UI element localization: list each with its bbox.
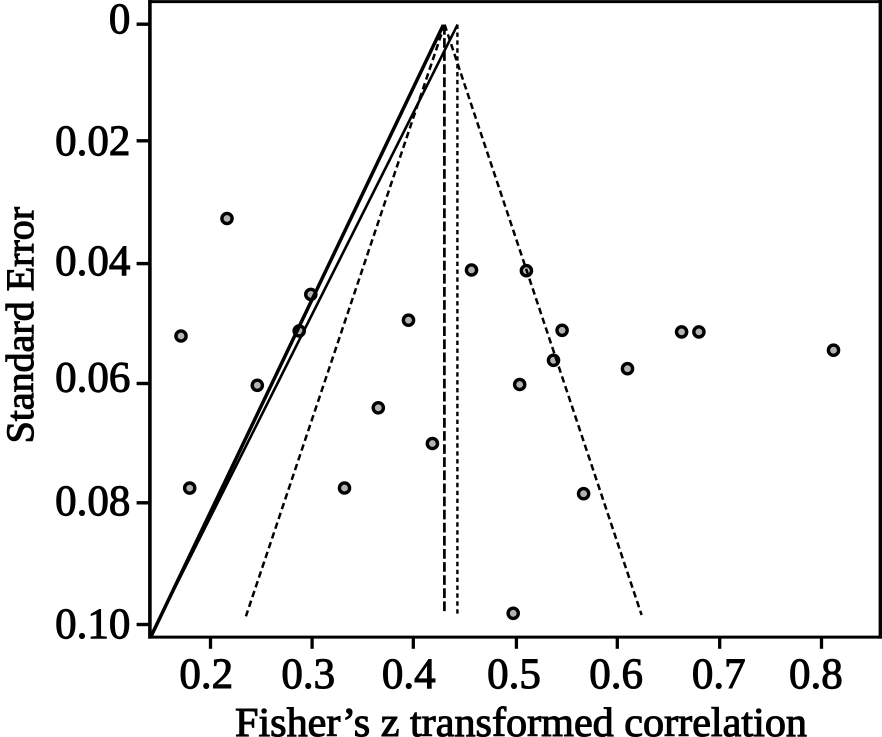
svg-text:Fisher’s z transformed correla: Fisher’s z transformed correlation xyxy=(235,699,807,737)
svg-text:0: 0 xyxy=(109,0,131,43)
svg-text:0.06: 0.06 xyxy=(55,355,130,402)
svg-text:0.3: 0.3 xyxy=(281,651,335,698)
svg-text:Standard Error: Standard Error xyxy=(0,207,42,444)
svg-text:0.4: 0.4 xyxy=(382,651,436,698)
svg-text:0.7: 0.7 xyxy=(692,651,746,698)
svg-text:0.8: 0.8 xyxy=(789,651,843,698)
svg-text:0.10: 0.10 xyxy=(55,601,130,648)
svg-text:0.6: 0.6 xyxy=(589,651,643,698)
svg-text:0.08: 0.08 xyxy=(55,478,130,525)
svg-text:0.02: 0.02 xyxy=(55,118,130,165)
svg-text:0.2: 0.2 xyxy=(179,651,233,698)
svg-text:0.5: 0.5 xyxy=(487,651,541,698)
svg-text:0.04: 0.04 xyxy=(55,238,130,285)
